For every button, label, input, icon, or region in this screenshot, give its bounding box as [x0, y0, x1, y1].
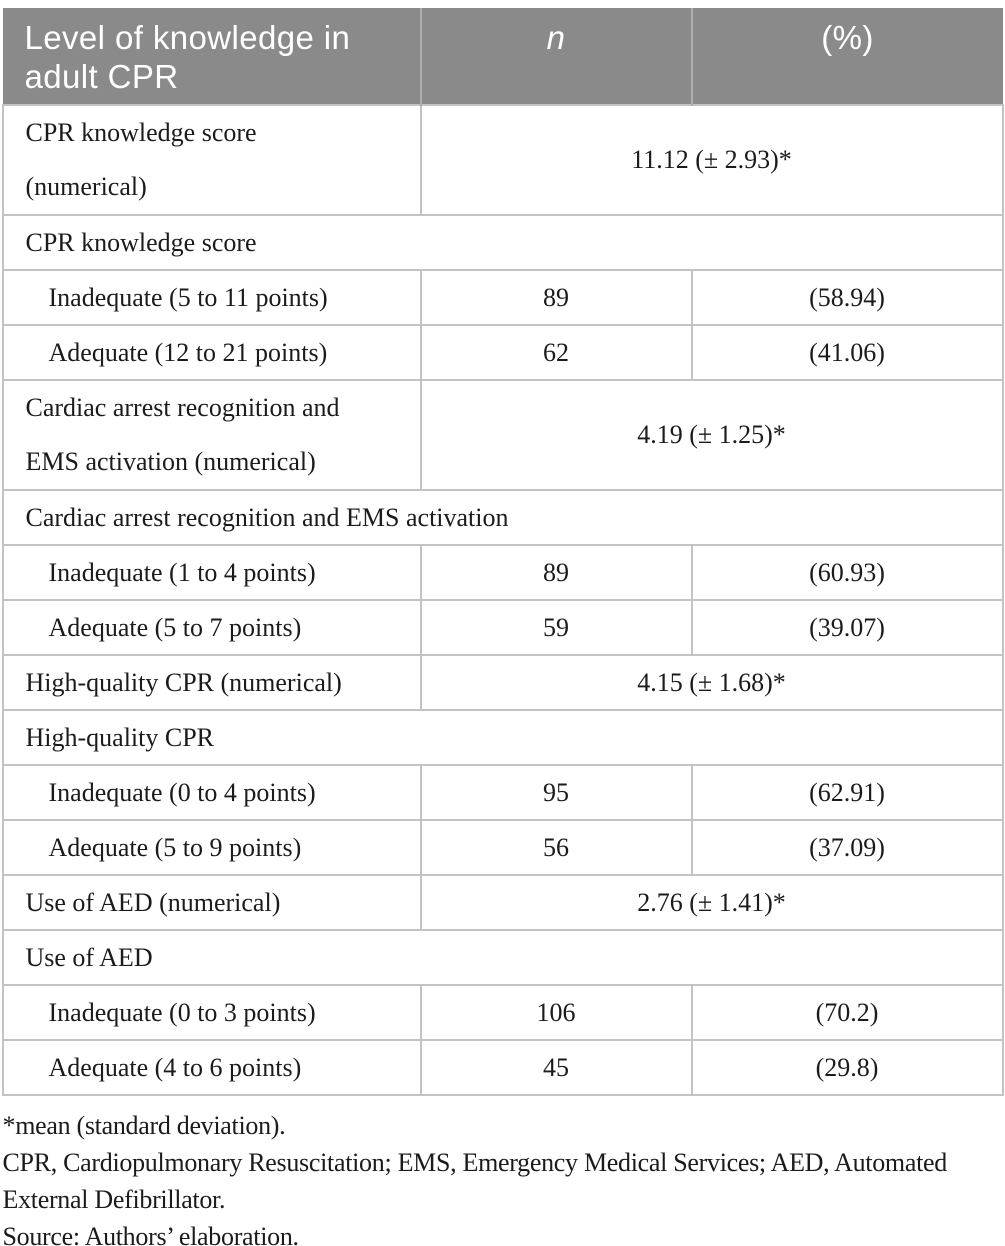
table-row: CPR knowledge score [1, 214, 1004, 271]
table-row: Use of AED [1, 929, 1004, 986]
table-row: Adequate (12 to 21 points) 62 (41.06) [1, 324, 1004, 381]
row-label-cell: High-quality CPR (numerical) [1, 654, 422, 711]
section-label-cell: Use of AED [1, 929, 1004, 986]
table-row: Adequate (4 to 6 points) 45 (29.8) [1, 1039, 1004, 1096]
row-n-cell: 56 [419, 819, 693, 876]
row-label-cell: Cardiac arrest recognition and EMS activ… [1, 379, 422, 491]
row-label-cell: CPR knowledge score (numerical) [1, 104, 422, 216]
table-row: Use of AED (numerical) 2.76 (± 1.41)* [1, 874, 1004, 931]
row-label-cell: Use of AED (numerical) [1, 874, 422, 931]
table-row: Inadequate (0 to 3 points) 106 (70.2) [1, 984, 1004, 1041]
row-label-cell: Inadequate (0 to 3 points) [1, 984, 422, 1041]
row-percent-cell: (37.09) [690, 819, 1004, 876]
table-header: Level of knowledge in adult CPR n (%) [2, 8, 1003, 105]
footnote-mean: *mean (standard deviation). [2, 1111, 286, 1140]
table-row: CPR knowledge score (numerical) 11.12 (± … [1, 104, 1004, 216]
row-n-cell: 106 [419, 984, 693, 1041]
row-percent-cell: (29.8) [690, 1039, 1004, 1096]
row-label-cell: Adequate (12 to 21 points) [1, 324, 422, 381]
header-cell-n: n [420, 8, 693, 105]
row-value-cell: 4.19 (± 1.25)* [419, 379, 1004, 491]
cpr-knowledge-table: Level of knowledge in adult CPR n (%) CP… [1, 8, 1004, 1096]
row-label-cell: Adequate (5 to 9 points) [1, 819, 422, 876]
table-row: Cardiac arrest recognition and EMS activ… [1, 379, 1004, 491]
row-percent-cell: (60.93) [690, 544, 1004, 601]
row-label-cell: Inadequate (5 to 11 points) [1, 269, 422, 326]
row-n-cell: 89 [419, 269, 693, 326]
table-row: Cardiac arrest recognition and EMS activ… [1, 489, 1004, 546]
table-row: Adequate (5 to 7 points) 59 (39.07) [1, 599, 1004, 656]
section-label-cell: CPR knowledge score [1, 214, 1004, 271]
table-row: Inadequate (1 to 4 points) 89 (60.93) [1, 544, 1004, 601]
row-label-cell: Adequate (5 to 7 points) [1, 599, 422, 656]
row-label-cell: Adequate (4 to 6 points) [1, 1039, 422, 1096]
row-n-cell: 62 [419, 324, 693, 381]
row-percent-cell: (58.94) [690, 269, 1004, 326]
header-row: Level of knowledge in adult CPR n (%) [2, 8, 1003, 105]
footnote-abbreviations: CPR, Cardiopulmonary Resuscitation; EMS,… [2, 1148, 948, 1214]
row-n-cell: 45 [419, 1039, 693, 1096]
header-cell-percent: (%) [691, 8, 1003, 105]
row-value-cell: 2.76 (± 1.41)* [419, 874, 1004, 931]
table-row: High-quality CPR (numerical) 4.15 (± 1.68… [1, 654, 1004, 711]
table-body: CPR knowledge score (numerical) 11.12 (± … [1, 104, 1004, 1096]
footnotes: *mean (standard deviation). CPR, Cardiop… [3, 1107, 1003, 1246]
row-percent-cell: (41.06) [690, 324, 1004, 381]
row-n-cell: 59 [419, 599, 693, 656]
section-label-cell: Cardiac arrest recognition and EMS activ… [1, 489, 1004, 546]
table-row: Inadequate (5 to 11 points) 89 (58.94) [1, 269, 1004, 326]
row-percent-cell: (39.07) [690, 599, 1004, 656]
row-value-cell: 11.12 (± 2.93)* [419, 104, 1004, 216]
row-label-cell: Inadequate (0 to 4 points) [1, 764, 422, 821]
row-percent-cell: (62.91) [690, 764, 1004, 821]
footnote-source: Source: Authors’ elaboration. [2, 1222, 300, 1246]
row-n-cell: 95 [419, 764, 693, 821]
table-row: High-quality CPR [1, 709, 1004, 766]
table-row: Inadequate (0 to 4 points) 95 (62.91) [1, 764, 1004, 821]
section-label-cell: High-quality CPR [1, 709, 1004, 766]
table-row: Adequate (5 to 9 points) 56 (37.09) [1, 819, 1004, 876]
header-cell-level-of-knowledge: Level of knowledge in adult CPR [2, 8, 422, 105]
row-percent-cell: (70.2) [690, 984, 1004, 1041]
row-n-cell: 89 [419, 544, 693, 601]
row-value-cell: 4.15 (± 1.68)* [419, 654, 1004, 711]
row-label-cell: Inadequate (1 to 4 points) [1, 544, 422, 601]
